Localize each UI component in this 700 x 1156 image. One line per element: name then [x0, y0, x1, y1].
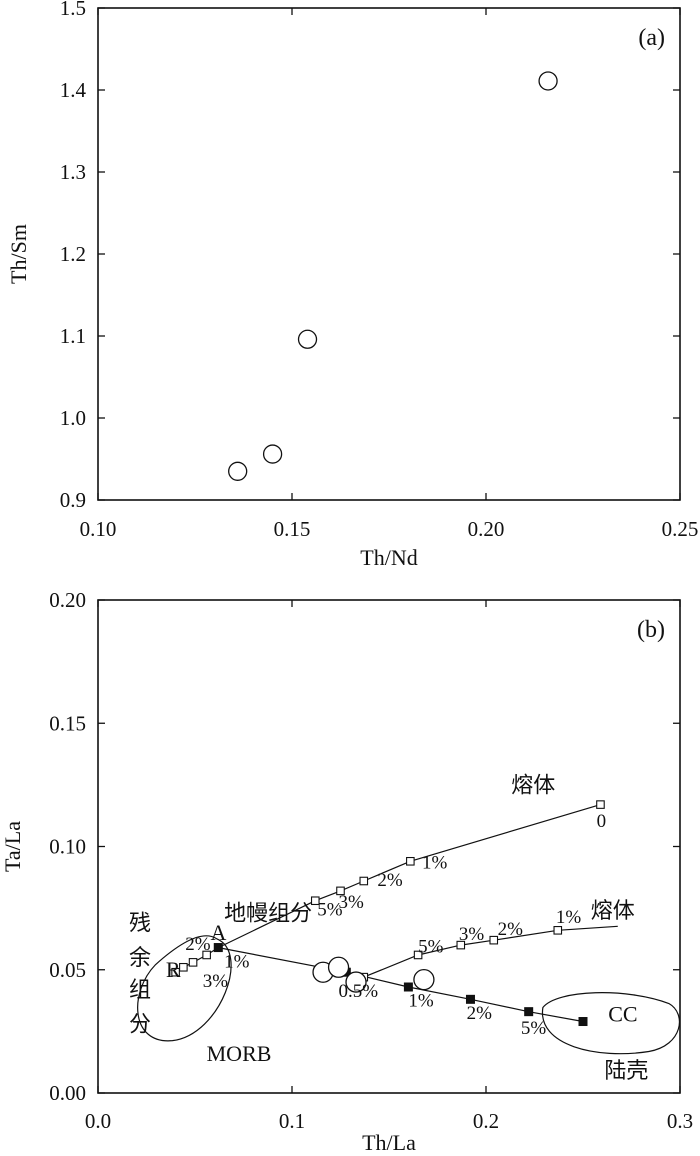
open-square-marker [336, 886, 345, 896]
x-tick-label: 0.1 [279, 1109, 305, 1133]
annotation-label: 余 [129, 946, 151, 971]
morb-field-outline [137, 935, 232, 1042]
y-tick-label: 0.9 [60, 488, 86, 512]
panel-label: (b) [637, 617, 665, 643]
sample-point [538, 71, 558, 91]
y-tick-label: 1.5 [60, 0, 86, 20]
annotation-label: 地幔组分 [224, 901, 312, 926]
annotation-label: 熔体 [511, 773, 555, 798]
annotation-label: 1% [224, 951, 250, 972]
open-square-marker [359, 876, 369, 886]
annotation-label: 分 [129, 1012, 151, 1037]
plot-frame [97, 7, 681, 501]
y-axis-title: Ta/La [0, 821, 25, 872]
y-tick-label: 1.4 [60, 78, 87, 102]
annotation-label: 0 [597, 811, 607, 832]
panel-label: (a) [638, 25, 665, 51]
annotation-label: 5% [521, 1018, 547, 1039]
sample-point [413, 968, 435, 991]
annotation-label: 陆壳 [604, 1059, 648, 1084]
annotation-label: 1% [408, 991, 434, 1012]
filled-square-marker [465, 994, 475, 1004]
annotation-label: 2% [185, 934, 211, 955]
annotation-label: 5% [317, 900, 343, 921]
x-tick-label: 0.20 [468, 517, 505, 541]
sample-point [297, 329, 318, 349]
x-axis-title: Th/Nd [360, 545, 417, 570]
y-tick-label: 0.15 [49, 711, 86, 735]
x-tick-label: 0.25 [662, 517, 699, 541]
plot-frame [97, 599, 681, 1094]
chart-panel-b: 0.0 0.1 0.2 0.3 0.00 0.05 0.10 0.15 0.20 Th/La Ta/… [0, 588, 693, 1155]
mixing-curve [175, 804, 601, 973]
y-tick-label: 1.2 [60, 242, 86, 266]
y-tick-label: 0.10 [49, 835, 86, 859]
x-tick-label: 0.3 [667, 1109, 693, 1133]
y-tick-label: 0.05 [49, 958, 86, 982]
annotation-label: 2% [498, 919, 524, 940]
y-tick-label: 0.00 [49, 1081, 86, 1105]
filled-square-marker [213, 943, 223, 953]
filled-square-marker [403, 982, 413, 992]
open-square-marker [188, 958, 198, 967]
y-tick-label: 1.3 [60, 160, 86, 184]
annotation-label: 1% [422, 853, 448, 874]
open-square-marker [596, 800, 605, 809]
open-square-marker [202, 950, 211, 960]
annotation-label: MORB [207, 1041, 272, 1066]
open-square-marker [179, 962, 188, 972]
x-tick-label: 0.0 [85, 1109, 111, 1133]
annotation-label: 0.5% [339, 981, 379, 1002]
annotation-label: 5% [418, 936, 444, 957]
annotation-label: 3% [459, 924, 485, 945]
annotation-label: 熔体 [591, 899, 635, 924]
sample-point [327, 956, 350, 978]
sample-point [262, 444, 283, 464]
y-tick-label: 1.0 [60, 406, 86, 430]
mixing-curve [363, 925, 618, 978]
annotation-label: 组 [129, 978, 151, 1003]
open-square-marker [171, 967, 180, 977]
chart-panel-a: 0.10 0.15 0.20 0.25 0.9 1.0 1.1 1.2 1.3 1.4 1.5 Th/… [6, 0, 698, 570]
open-square-marker [310, 896, 320, 906]
annotation-label: CC [608, 1002, 637, 1027]
annotation-label: 2% [377, 870, 403, 891]
crust-field-outline [542, 992, 681, 1055]
x-tick-label: 0.2 [473, 1109, 499, 1133]
annotation-label: 残 [129, 911, 151, 936]
annotation-label: 3% [203, 971, 229, 992]
y-tick-label: 1.1 [60, 324, 86, 348]
open-square-marker [456, 940, 466, 950]
open-square-marker [406, 856, 415, 866]
x-tick-label: 0.15 [274, 517, 311, 541]
y-tick-label: 0.20 [49, 588, 86, 612]
sample-point [345, 971, 367, 993]
x-tick-label: 0.10 [80, 517, 117, 541]
annotation-label: A [211, 920, 227, 945]
annotation-label: R [166, 957, 181, 982]
annotation-label: 2% [467, 1003, 493, 1024]
open-square-marker [489, 935, 499, 945]
annotation-label: 3% [339, 892, 365, 913]
annotation-label: 1% [556, 907, 582, 928]
y-axis-title: Th/Sm [6, 224, 31, 284]
open-square-marker [553, 926, 563, 935]
filled-square-marker [578, 1017, 588, 1027]
sample-point [228, 461, 248, 481]
x-axis-title: Th/La [362, 1130, 416, 1155]
filled-square-marker [524, 1007, 534, 1017]
open-square-marker [413, 950, 423, 960]
